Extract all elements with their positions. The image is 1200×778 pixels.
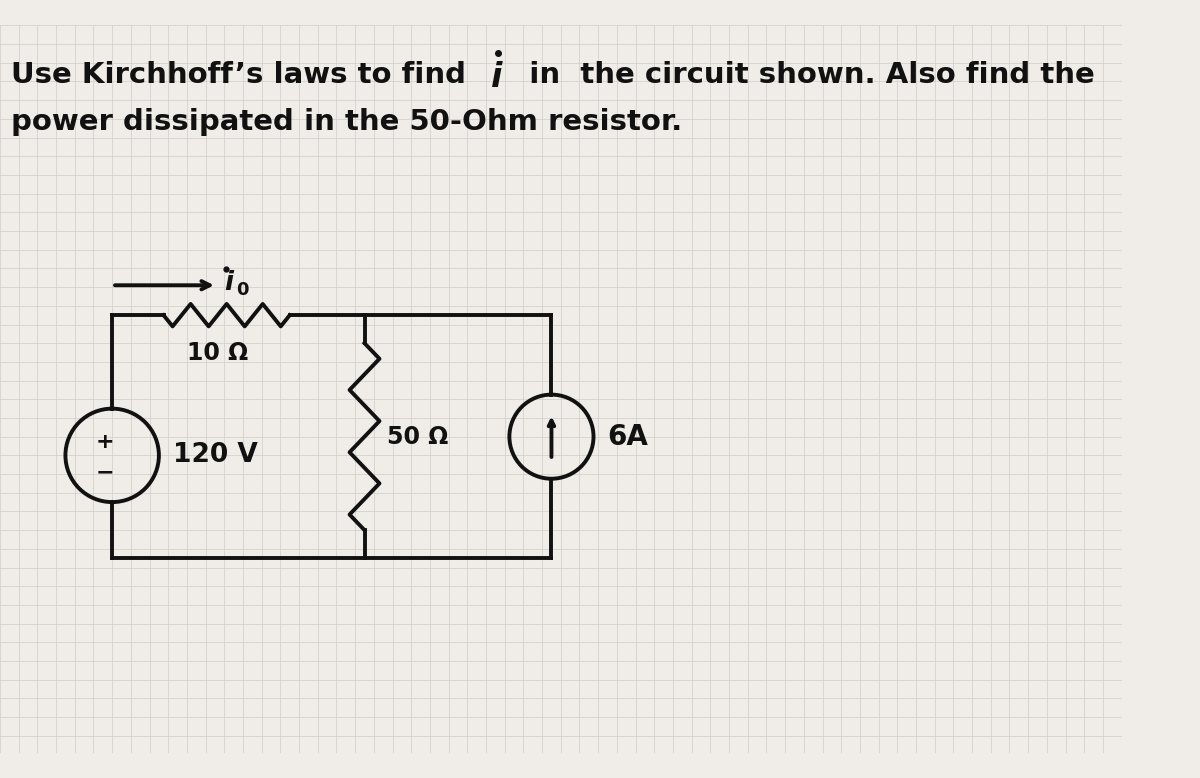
- Text: power dissipated in the 50-Ohm resistor.: power dissipated in the 50-Ohm resistor.: [11, 107, 683, 135]
- Text: in  the circuit shown. Also find the: in the circuit shown. Also find the: [509, 61, 1096, 89]
- Text: −: −: [95, 462, 114, 482]
- Text: i: i: [491, 61, 503, 94]
- Text: 0: 0: [236, 281, 248, 299]
- Text: 50 Ω: 50 Ω: [386, 425, 449, 449]
- Text: 10 Ω: 10 Ω: [187, 342, 248, 366]
- Text: +: +: [95, 433, 114, 452]
- Text: 120 V: 120 V: [173, 443, 258, 468]
- Text: i: i: [224, 271, 233, 296]
- Text: Use Kirchhoff’s laws to find: Use Kirchhoff’s laws to find: [11, 61, 486, 89]
- Text: 6A: 6A: [607, 422, 648, 450]
